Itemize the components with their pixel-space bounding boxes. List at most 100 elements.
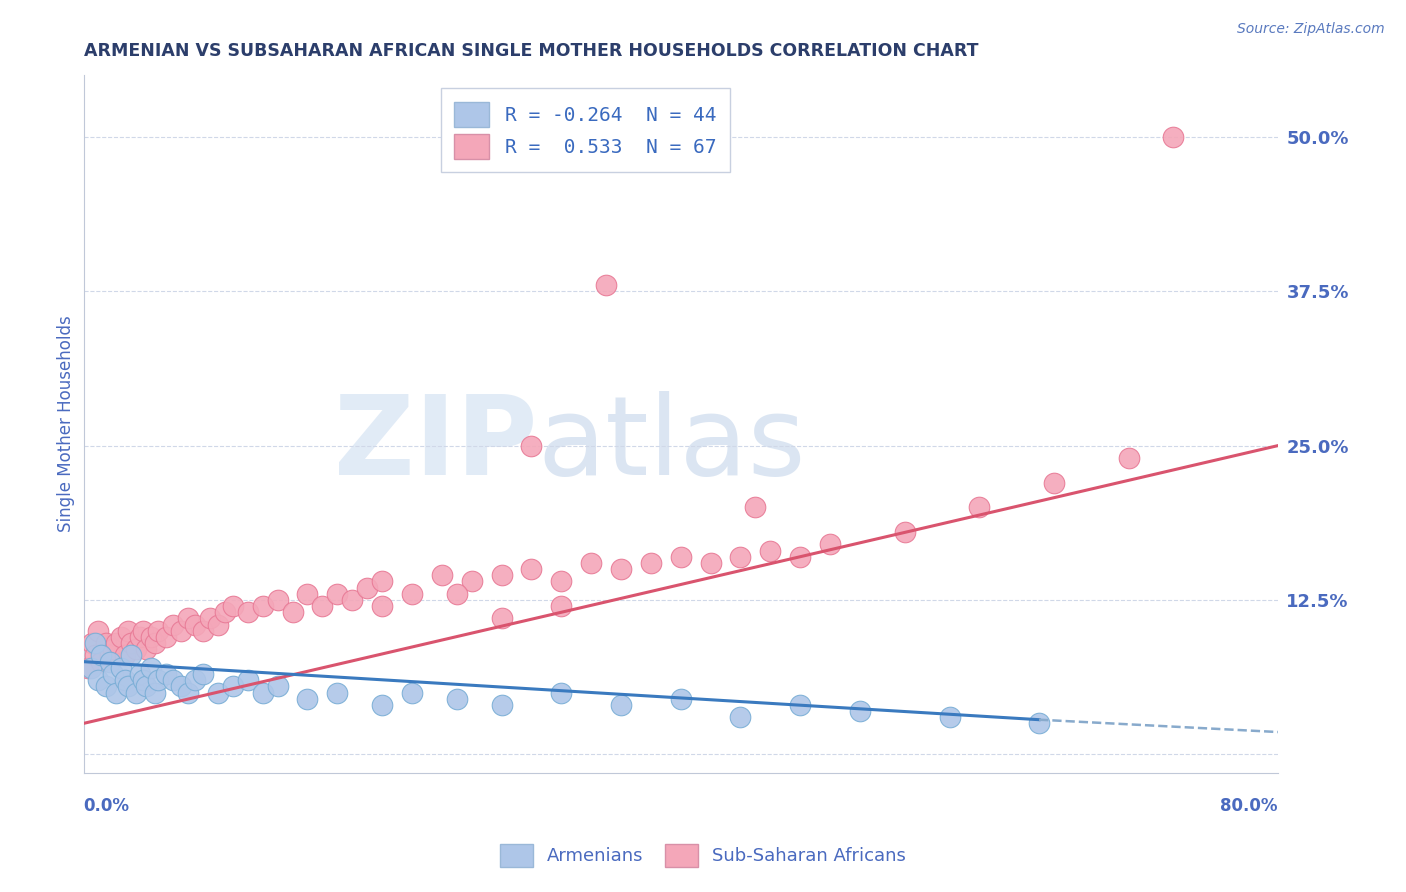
Point xyxy=(789,698,811,712)
Point xyxy=(401,587,423,601)
Point xyxy=(326,685,349,699)
Point xyxy=(110,661,132,675)
Point xyxy=(371,599,394,613)
Point xyxy=(640,556,662,570)
Point xyxy=(730,549,752,564)
Point xyxy=(446,587,468,601)
Point xyxy=(520,562,543,576)
Point xyxy=(169,679,191,693)
Point xyxy=(200,611,222,625)
Point xyxy=(1043,475,1066,490)
Point xyxy=(177,611,200,625)
Point xyxy=(207,685,229,699)
Legend: Armenians, Sub-Saharan Africans: Armenians, Sub-Saharan Africans xyxy=(494,837,912,874)
Point xyxy=(90,648,112,663)
Point xyxy=(356,581,378,595)
Point xyxy=(222,679,245,693)
Point xyxy=(550,599,572,613)
Point xyxy=(100,648,122,663)
Point xyxy=(491,611,513,625)
Point xyxy=(143,685,166,699)
Point xyxy=(281,605,304,619)
Point xyxy=(893,524,915,539)
Point xyxy=(139,630,162,644)
Legend: R = -0.264  N = 44, R =  0.533  N = 67: R = -0.264 N = 44, R = 0.533 N = 67 xyxy=(440,88,730,172)
Point xyxy=(520,439,543,453)
Point xyxy=(155,630,177,644)
Point xyxy=(401,685,423,699)
Point xyxy=(311,599,333,613)
Point xyxy=(191,667,214,681)
Point xyxy=(143,636,166,650)
Point xyxy=(184,673,207,688)
Point xyxy=(120,636,142,650)
Point xyxy=(818,537,841,551)
Point xyxy=(669,691,692,706)
Point xyxy=(371,574,394,589)
Point xyxy=(1163,130,1185,145)
Point xyxy=(114,648,136,663)
Point xyxy=(82,636,104,650)
Point xyxy=(669,549,692,564)
Point xyxy=(139,661,162,675)
Point xyxy=(105,685,128,699)
Point xyxy=(252,599,274,613)
Text: ZIP: ZIP xyxy=(335,392,537,499)
Point xyxy=(120,648,142,663)
Point xyxy=(105,636,128,650)
Point xyxy=(699,556,721,570)
Point xyxy=(461,574,484,589)
Text: ARMENIAN VS SUBSAHARAN AFRICAN SINGLE MOTHER HOUSEHOLDS CORRELATION CHART: ARMENIAN VS SUBSAHARAN AFRICAN SINGLE MO… xyxy=(83,42,979,60)
Point xyxy=(146,624,169,638)
Point xyxy=(550,574,572,589)
Point xyxy=(222,599,245,613)
Point xyxy=(87,624,110,638)
Point xyxy=(177,685,200,699)
Point xyxy=(169,624,191,638)
Text: 80.0%: 80.0% xyxy=(1220,797,1278,815)
Point xyxy=(236,673,259,688)
Point xyxy=(132,624,155,638)
Point xyxy=(297,691,319,706)
Point xyxy=(114,673,136,688)
Point xyxy=(132,673,155,688)
Point xyxy=(125,685,148,699)
Point xyxy=(80,661,103,675)
Point xyxy=(789,549,811,564)
Point xyxy=(214,605,236,619)
Point xyxy=(110,630,132,644)
Point xyxy=(125,642,148,657)
Point xyxy=(446,691,468,706)
Point xyxy=(342,593,364,607)
Point xyxy=(759,543,782,558)
Point xyxy=(595,278,617,293)
Point xyxy=(184,617,207,632)
Point xyxy=(162,617,184,632)
Point xyxy=(849,704,872,718)
Point xyxy=(297,587,319,601)
Point xyxy=(236,605,259,619)
Point xyxy=(1028,716,1050,731)
Point xyxy=(117,624,139,638)
Y-axis label: Single Mother Households: Single Mother Households xyxy=(58,316,75,533)
Point xyxy=(135,642,157,657)
Text: 0.0%: 0.0% xyxy=(83,797,129,815)
Point xyxy=(430,568,453,582)
Text: Source: ZipAtlas.com: Source: ZipAtlas.com xyxy=(1237,22,1385,37)
Point xyxy=(100,655,122,669)
Point xyxy=(117,679,139,693)
Point xyxy=(129,667,152,681)
Point xyxy=(162,673,184,688)
Point xyxy=(90,655,112,669)
Point xyxy=(129,630,152,644)
Point xyxy=(155,667,177,681)
Point xyxy=(191,624,214,638)
Point xyxy=(252,685,274,699)
Point xyxy=(579,556,602,570)
Point xyxy=(610,698,633,712)
Point xyxy=(491,698,513,712)
Point xyxy=(610,562,633,576)
Point xyxy=(84,636,107,650)
Point xyxy=(84,648,107,663)
Point xyxy=(969,500,991,515)
